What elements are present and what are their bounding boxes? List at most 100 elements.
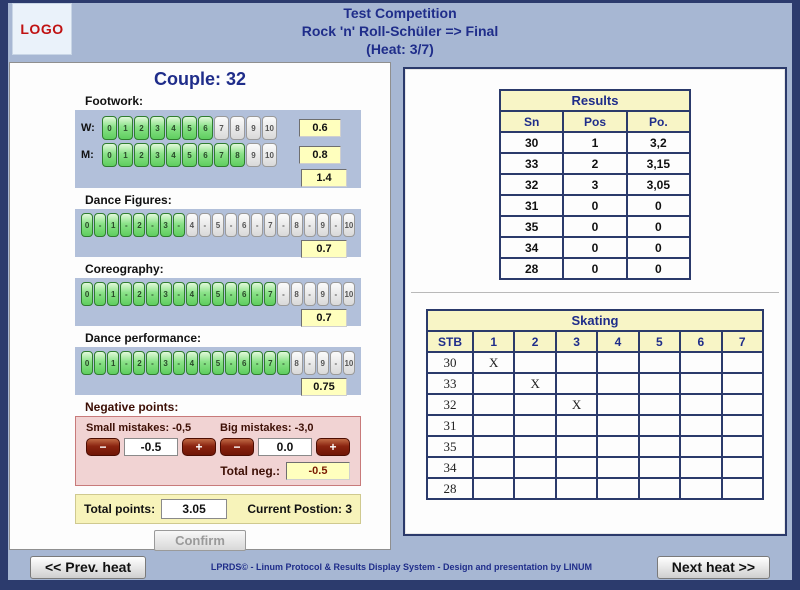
- dance-performance-button-14[interactable]: 7: [264, 351, 277, 375]
- coreography-button-18[interactable]: 9: [316, 282, 329, 306]
- footwork-m-button-5[interactable]: 5: [182, 143, 197, 167]
- dance-performance-label: Dance performance:: [85, 331, 202, 345]
- dance-performance-button-3[interactable]: -: [120, 351, 133, 375]
- coreography-button-4[interactable]: 2: [133, 282, 146, 306]
- confirm-button[interactable]: Confirm: [154, 530, 246, 551]
- coreography-button-16[interactable]: 8: [290, 282, 303, 306]
- dance-figures-button-11[interactable]: -: [225, 213, 238, 237]
- dance-performance-button-15[interactable]: -: [277, 351, 290, 375]
- coreography-button-2[interactable]: 1: [107, 282, 120, 306]
- footwork-w-button-1[interactable]: 1: [118, 116, 133, 140]
- dance-figures-button-8[interactable]: 4: [185, 213, 198, 237]
- footwork-w-scale: 0 1 2 3 4 5 6 7 8 9 10: [102, 116, 278, 140]
- dance-figures-button-17[interactable]: -: [303, 213, 316, 237]
- coreography-button-3[interactable]: -: [120, 282, 133, 306]
- footwork-m-button-4[interactable]: 4: [166, 143, 181, 167]
- dance-performance-button-12[interactable]: 6: [238, 351, 251, 375]
- dance-performance-button-4[interactable]: 2: [133, 351, 146, 375]
- next-heat-button[interactable]: Next heat >>: [656, 555, 770, 579]
- coreography-button-0[interactable]: 0: [81, 282, 94, 306]
- skating-title: Skating: [426, 309, 764, 332]
- dance-performance-button-0[interactable]: 0: [81, 351, 94, 375]
- dance-performance-button-13[interactable]: -: [251, 351, 264, 375]
- dance-performance-button-5[interactable]: -: [146, 351, 159, 375]
- dance-figures-button-0[interactable]: 0: [81, 213, 94, 237]
- dance-performance-button-9[interactable]: -: [198, 351, 211, 375]
- coreography-button-12[interactable]: 6: [238, 282, 251, 306]
- coreography-button-7[interactable]: -: [172, 282, 185, 306]
- prev-heat-button[interactable]: << Prev. heat: [30, 555, 147, 579]
- footwork-m-button-1[interactable]: 1: [118, 143, 133, 167]
- dance-performance-button-18[interactable]: 9: [316, 351, 329, 375]
- dance-figures-button-7[interactable]: -: [172, 213, 185, 237]
- dance-figures-button-18[interactable]: 9: [316, 213, 329, 237]
- footwork-w-button-2[interactable]: 2: [134, 116, 149, 140]
- footwork-w-button-4[interactable]: 4: [166, 116, 181, 140]
- dance-performance-button-16[interactable]: 8: [290, 351, 303, 375]
- dance-performance-button-11[interactable]: -: [225, 351, 238, 375]
- coreography-button-19[interactable]: -: [329, 282, 342, 306]
- coreography-button-15[interactable]: -: [277, 282, 290, 306]
- dance-figures-button-15[interactable]: -: [277, 213, 290, 237]
- dance-figures-button-1[interactable]: -: [94, 213, 107, 237]
- coreography-button-11[interactable]: -: [225, 282, 238, 306]
- coreography-button-10[interactable]: 5: [211, 282, 225, 306]
- dance-figures-button-16[interactable]: 8: [290, 213, 303, 237]
- dance-figures-button-9[interactable]: -: [198, 213, 211, 237]
- coreography-button-13[interactable]: -: [251, 282, 264, 306]
- coreography-button-20[interactable]: 10: [342, 282, 355, 306]
- dance-performance-button-8[interactable]: 4: [185, 351, 198, 375]
- main-area: Couple: 32 Footwork: W: 0 1 2 3 4 5 6 7 8 9 10 0.6…: [8, 58, 792, 554]
- footwork-w-button-3[interactable]: 3: [150, 116, 165, 140]
- footwork-m-button-2[interactable]: 2: [134, 143, 149, 167]
- footwork-w-button-10[interactable]: 10: [262, 116, 277, 140]
- coreography-button-17[interactable]: -: [303, 282, 316, 306]
- dance-figures-button-20[interactable]: 10: [342, 213, 355, 237]
- small-mistakes-plus-button[interactable]: +: [182, 438, 216, 456]
- dance-performance-button-1[interactable]: -: [94, 351, 107, 375]
- dance-figures-button-14[interactable]: 7: [264, 213, 277, 237]
- dance-performance-button-19[interactable]: -: [329, 351, 342, 375]
- dance-figures-button-3[interactable]: -: [120, 213, 133, 237]
- dance-figures-button-13[interactable]: -: [251, 213, 264, 237]
- coreography-button-5[interactable]: -: [146, 282, 159, 306]
- dance-performance-button-17[interactable]: -: [303, 351, 316, 375]
- footwork-m-button-6[interactable]: 6: [198, 143, 213, 167]
- dance-figures-button-4[interactable]: 2: [133, 213, 146, 237]
- dance-performance-button-7[interactable]: -: [172, 351, 185, 375]
- footwork-m-button-3[interactable]: 3: [150, 143, 165, 167]
- footwork-w-button-9[interactable]: 9: [246, 116, 261, 140]
- coreography-button-8[interactable]: 4: [185, 282, 198, 306]
- dance-figures-button-12[interactable]: 6: [238, 213, 251, 237]
- coreography-button-6[interactable]: 3: [159, 282, 172, 306]
- dance-figures-button-5[interactable]: -: [146, 213, 159, 237]
- big-mistakes-plus-button[interactable]: +: [316, 438, 350, 456]
- dance-performance-button-10[interactable]: 5: [211, 351, 225, 375]
- footwork-m-button-7[interactable]: 7: [214, 143, 229, 167]
- footwork-m-button-8[interactable]: 8: [230, 143, 245, 167]
- dance-figures-button-10[interactable]: 5: [211, 213, 225, 237]
- big-mistakes-stepper: − 0.0 +: [220, 438, 350, 456]
- dance-figures-button-6[interactable]: 3: [159, 213, 172, 237]
- big-mistakes-minus-button[interactable]: −: [220, 438, 254, 456]
- small-mistakes-minus-button[interactable]: −: [86, 438, 120, 456]
- footwork-w-button-5[interactable]: 5: [182, 116, 197, 140]
- footwork-m-button-10[interactable]: 10: [262, 143, 277, 167]
- dance-figures-button-19[interactable]: -: [329, 213, 342, 237]
- table-cell: [596, 414, 640, 437]
- dance-performance-button-2[interactable]: 1: [107, 351, 120, 375]
- table-row: 30 1 3,2: [498, 131, 692, 154]
- coreography-button-1[interactable]: -: [94, 282, 107, 306]
- table-cell: [596, 456, 640, 479]
- dance-performance-button-6[interactable]: 3: [159, 351, 172, 375]
- footwork-m-button-9[interactable]: 9: [246, 143, 261, 167]
- footwork-w-button-7[interactable]: 7: [214, 116, 229, 140]
- footwork-m-button-0[interactable]: 0: [102, 143, 117, 167]
- footwork-w-button-8[interactable]: 8: [230, 116, 245, 140]
- dance-performance-button-20[interactable]: 10: [342, 351, 355, 375]
- footwork-w-button-6[interactable]: 6: [198, 116, 213, 140]
- dance-figures-button-2[interactable]: 1: [107, 213, 120, 237]
- coreography-button-9[interactable]: -: [198, 282, 211, 306]
- footwork-w-button-0[interactable]: 0: [102, 116, 117, 140]
- coreography-button-14[interactable]: 7: [264, 282, 277, 306]
